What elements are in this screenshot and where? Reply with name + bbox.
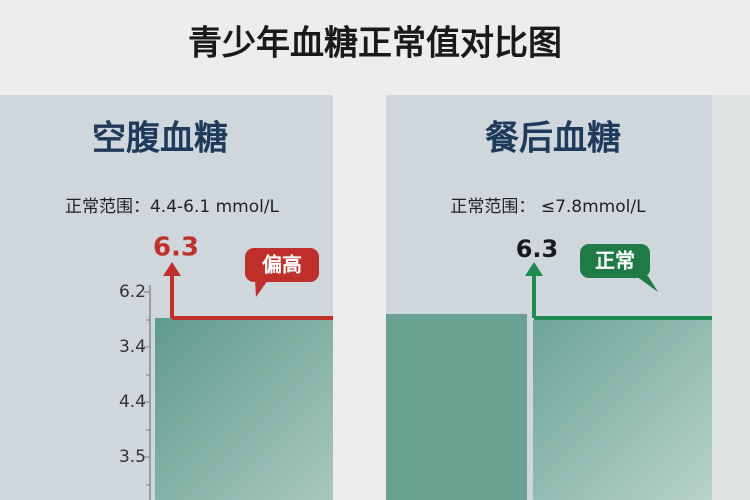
badge-text: 正常 xyxy=(595,249,635,273)
badge-text: 偏高 xyxy=(262,253,302,277)
badge-tail xyxy=(255,280,268,297)
badge xyxy=(245,248,319,282)
value: 6.3 xyxy=(153,233,199,263)
axis-label: 3.4 xyxy=(119,337,146,357)
panel-heading: 餐后血糖 xyxy=(485,119,621,159)
value: 6.3 xyxy=(516,235,559,263)
range-text: 正常范围：4.4-6.1 mmol/L xyxy=(65,197,280,217)
arrow-head xyxy=(525,262,543,276)
title: 青少年血糖正常值对比图 xyxy=(188,24,562,64)
bar xyxy=(155,318,333,500)
bar xyxy=(386,314,527,500)
arrow-head xyxy=(163,262,181,276)
axis-label: 3.5 xyxy=(119,447,146,467)
bar xyxy=(533,320,712,500)
panel-edge xyxy=(712,95,750,500)
panel-heading: 空腹血糖 xyxy=(92,119,228,159)
range-text: 正常范围： ≤7.8mmol/L xyxy=(450,197,646,217)
axis-label: 6.2 xyxy=(119,282,146,302)
badge xyxy=(580,244,650,278)
axis-label: 4.4 xyxy=(119,392,146,412)
ruler-ticks xyxy=(144,291,150,486)
badge-tail xyxy=(636,276,658,292)
